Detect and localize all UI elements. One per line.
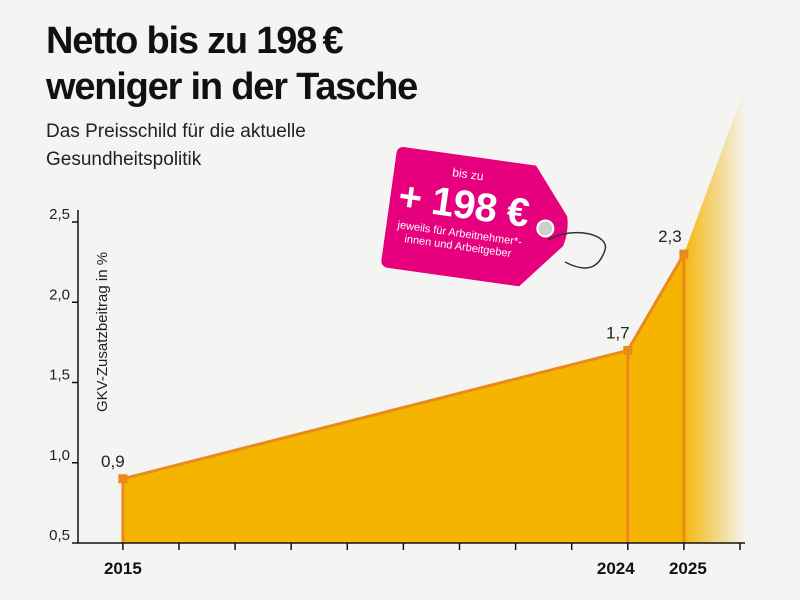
data-point-2015 (118, 474, 128, 484)
y-tick-label: 2,5 (49, 206, 70, 223)
y-tick-label: 1,5 (49, 367, 70, 384)
title-line-1: Netto bis zu 198 € (46, 20, 344, 62)
y-tick-label: 0,5 (49, 527, 70, 544)
trend-continuation (683, 85, 746, 543)
price-tag (381, 147, 568, 287)
page-title: Netto bis zu 198 € weniger in der Tasche (46, 18, 606, 110)
y-tick-label: 2,0 (49, 286, 70, 303)
area-fill (122, 254, 684, 543)
subtitle-line-1: Das Preisschild für die aktuelle (46, 121, 306, 142)
x-tick-label-2025: 2025 (669, 559, 707, 578)
price-tag-hole (536, 219, 555, 238)
data-label-2015: 0,9 (101, 452, 125, 471)
x-tick-label-2024: 2024 (597, 559, 635, 578)
data-point-2024 (623, 345, 633, 355)
title-line-2: weniger in der Tasche (46, 66, 418, 108)
data-point-2025 (679, 249, 689, 259)
subtitle-line-2: Gesundheitspolitik (46, 149, 202, 170)
subtitle: Das Preisschild für die aktuelle Gesundh… (46, 118, 446, 174)
data-label-2024: 1,7 (606, 323, 630, 342)
y-tick-label: 1,0 (49, 447, 70, 464)
x-tick-label-2015: 2015 (104, 559, 142, 578)
tag-string-line (547, 231, 607, 269)
price-tag-shape (381, 147, 568, 287)
data-label-2025: 2,3 (658, 227, 682, 246)
